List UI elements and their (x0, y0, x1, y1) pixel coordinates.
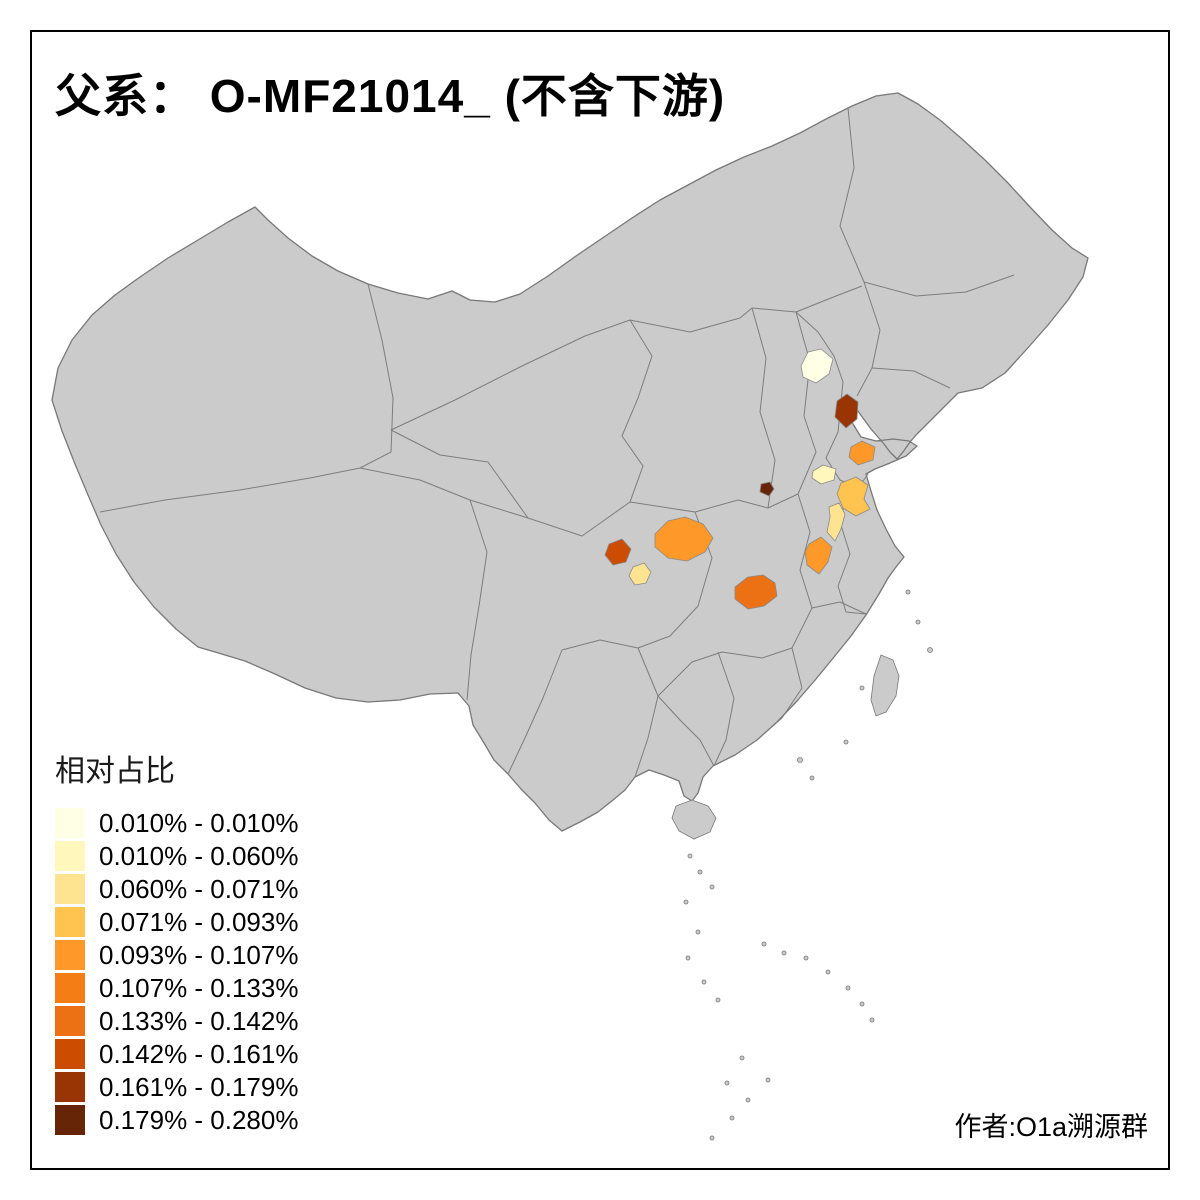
author-credit: 作者:O1a溯源群 (954, 1112, 1148, 1142)
legend-item: 0.010% - 0.060% (55, 839, 298, 872)
region-central-jiangsu (836, 476, 871, 517)
china-mainland (51, 92, 1089, 832)
legend-items: 0.010% - 0.010% 0.010% - 0.060% 0.060% -… (55, 806, 298, 1136)
legend-label: 0.010% - 0.010% (99, 807, 299, 838)
region-north-central-shandong (848, 440, 876, 466)
legend: 相对占比 0.010% - 0.010% 0.010% - 0.060% 0.0… (55, 746, 298, 1136)
legend-swatch (55, 939, 85, 970)
legend-swatch (55, 807, 85, 838)
region-northern-jiangsu (811, 464, 837, 485)
legend-item: 0.161% - 0.179% (55, 1070, 298, 1103)
legend-swatch (55, 840, 85, 871)
legend-label: 0.161% - 0.179% (99, 1071, 299, 1102)
legend-item: 0.010% - 0.010% (55, 806, 298, 839)
legend-swatch (55, 1038, 85, 1069)
region-southern-jiangsu (826, 502, 846, 542)
legend-swatch (55, 873, 85, 904)
region-central-anhui (804, 536, 833, 575)
legend-label: 0.107% - 0.133% (99, 972, 299, 1003)
region-beijing-area (800, 348, 834, 384)
region-central-sichuan-small (604, 538, 632, 566)
legend-title: 相对占比 (55, 755, 175, 788)
region-chongqing-east-sichuan (654, 516, 714, 562)
hainan-island (671, 799, 717, 840)
legend-label: 0.133% - 0.142% (99, 1005, 299, 1036)
region-western-henan-small (759, 481, 775, 497)
legend-item: 0.060% - 0.071% (55, 872, 298, 905)
region-northwest-shandong (834, 393, 859, 429)
legend-label: 0.142% - 0.161% (99, 1038, 299, 1069)
legend-item: 0.071% - 0.093% (55, 905, 298, 938)
legend-swatch (55, 1071, 85, 1102)
legend-label: 0.060% - 0.071% (99, 873, 299, 904)
region-south-sichuan-small (628, 562, 652, 586)
legend-label: 0.093% - 0.107% (99, 939, 299, 970)
legend-swatch (55, 972, 85, 1003)
legend-item: 0.107% - 0.133% (55, 971, 298, 1004)
legend-label: 0.179% - 0.280% (99, 1104, 299, 1135)
taiwan-island (870, 654, 900, 717)
legend-swatch (55, 1005, 85, 1036)
legend-swatch (55, 906, 85, 937)
legend-item: 0.093% - 0.107% (55, 938, 298, 971)
region-northern-hunan (734, 574, 778, 610)
legend-swatch (55, 1104, 85, 1135)
legend-item: 0.179% - 0.280% (55, 1103, 298, 1136)
legend-item: 0.142% - 0.161% (55, 1037, 298, 1070)
legend-label: 0.010% - 0.060% (99, 840, 299, 871)
highlight-regions (604, 348, 876, 610)
legend-item: 0.133% - 0.142% (55, 1004, 298, 1037)
page-title: 父系： O-MF21014_ (不含下游) (55, 70, 726, 122)
islands (671, 589, 933, 1141)
legend-label: 0.071% - 0.093% (99, 906, 299, 937)
